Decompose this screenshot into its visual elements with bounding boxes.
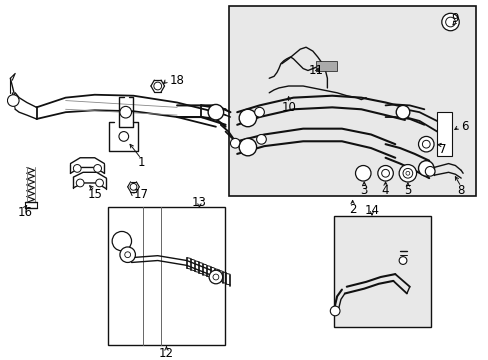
- Bar: [436, 112, 451, 156]
- Circle shape: [119, 132, 128, 141]
- Circle shape: [120, 106, 131, 118]
- Text: 14: 14: [364, 204, 379, 217]
- Text: 6: 6: [460, 120, 468, 133]
- Circle shape: [405, 171, 409, 175]
- Circle shape: [395, 105, 409, 119]
- Circle shape: [130, 184, 137, 190]
- Text: 15: 15: [87, 188, 102, 201]
- Text: 5: 5: [404, 184, 411, 197]
- Circle shape: [154, 82, 161, 90]
- Circle shape: [445, 17, 454, 27]
- Circle shape: [239, 138, 256, 156]
- Circle shape: [73, 165, 81, 172]
- Text: 13: 13: [192, 196, 206, 209]
- Text: 17: 17: [134, 188, 148, 201]
- Circle shape: [422, 140, 429, 148]
- Circle shape: [418, 136, 433, 152]
- Circle shape: [124, 252, 130, 258]
- Text: 16: 16: [18, 206, 32, 219]
- Circle shape: [7, 95, 19, 106]
- Circle shape: [329, 306, 339, 316]
- Circle shape: [120, 247, 135, 262]
- Circle shape: [398, 257, 406, 264]
- Text: 7: 7: [438, 143, 446, 156]
- Circle shape: [381, 170, 388, 177]
- Text: 10: 10: [281, 101, 295, 114]
- Circle shape: [355, 166, 370, 181]
- Circle shape: [402, 168, 412, 178]
- Text: 4: 4: [381, 184, 388, 197]
- Circle shape: [94, 165, 102, 172]
- Text: 9: 9: [451, 12, 458, 24]
- Circle shape: [112, 231, 131, 251]
- Circle shape: [425, 166, 434, 176]
- Text: 11: 11: [307, 64, 323, 77]
- Bar: [229, 5, 475, 195]
- Circle shape: [441, 13, 458, 31]
- Circle shape: [96, 179, 103, 187]
- Circle shape: [230, 138, 240, 148]
- Circle shape: [239, 109, 256, 127]
- Circle shape: [256, 135, 266, 144]
- Circle shape: [209, 270, 222, 284]
- Bar: [315, 61, 336, 71]
- Text: 18: 18: [169, 74, 184, 87]
- Circle shape: [418, 161, 433, 176]
- Circle shape: [208, 104, 223, 120]
- Circle shape: [76, 179, 84, 187]
- Text: 3: 3: [360, 184, 367, 197]
- Text: 1: 1: [137, 156, 145, 169]
- Text: 12: 12: [159, 347, 174, 360]
- Circle shape: [213, 274, 218, 280]
- Circle shape: [254, 107, 264, 117]
- Text: 2: 2: [348, 203, 356, 216]
- Circle shape: [377, 166, 392, 181]
- Circle shape: [398, 165, 416, 182]
- Text: 8: 8: [457, 184, 464, 197]
- Bar: [108, 207, 224, 345]
- Bar: [333, 216, 430, 328]
